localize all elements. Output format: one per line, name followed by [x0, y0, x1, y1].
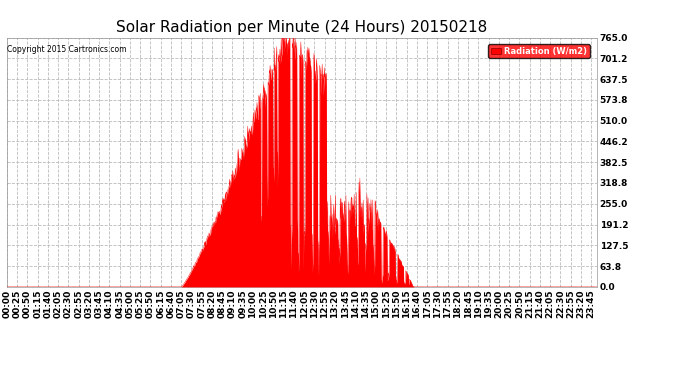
Title: Solar Radiation per Minute (24 Hours) 20150218: Solar Radiation per Minute (24 Hours) 20…: [116, 20, 488, 35]
Text: Copyright 2015 Cartronics.com: Copyright 2015 Cartronics.com: [8, 45, 127, 54]
Legend: Radiation (W/m2): Radiation (W/m2): [489, 44, 590, 58]
